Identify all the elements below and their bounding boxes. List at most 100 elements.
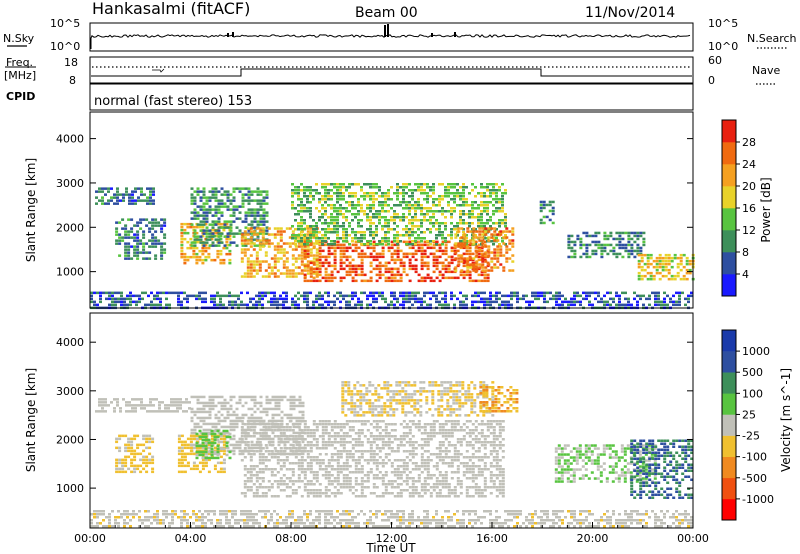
velocity-cell	[232, 428, 236, 432]
velocity-cell	[372, 426, 376, 429]
velocity-cell	[405, 435, 409, 438]
power-cell	[351, 213, 354, 216]
velocity-cell	[426, 459, 430, 462]
power-cell	[669, 300, 672, 304]
velocity-cell	[271, 416, 275, 420]
power-cell	[501, 210, 504, 213]
velocity-cell	[211, 407, 215, 411]
power-cell	[457, 227, 461, 230]
power-cell	[475, 254, 479, 257]
power-cell	[405, 297, 408, 301]
velocity-cell	[312, 429, 316, 432]
power-cell	[246, 263, 250, 266]
velocity-cell	[324, 441, 328, 444]
velocity-cell	[312, 456, 316, 459]
power-cell	[399, 186, 402, 189]
velocity-cell	[262, 407, 266, 411]
velocity-cell	[399, 444, 403, 447]
velocity-cell	[309, 465, 313, 468]
velocity-cell	[417, 420, 421, 423]
power-cell	[327, 249, 331, 253]
power-cell	[104, 187, 107, 190]
power-cell	[542, 200, 546, 204]
velocity-cell	[238, 395, 242, 399]
power-cell	[165, 303, 168, 307]
power-cell	[573, 255, 577, 259]
velocity-cell	[190, 431, 194, 435]
power-cell	[345, 210, 348, 213]
power-cell	[246, 272, 250, 275]
power-cell	[393, 294, 396, 298]
velocity-cell	[336, 483, 340, 486]
power-cell	[609, 231, 613, 235]
power-cell	[450, 186, 453, 189]
velocity-cell	[414, 462, 418, 465]
velocity-cell	[149, 401, 152, 404]
power-cell	[460, 260, 464, 263]
velocity-cell	[291, 429, 295, 432]
velocity-cell	[152, 398, 155, 401]
velocity-cell	[300, 438, 304, 441]
power-cell	[432, 183, 435, 186]
power-cell	[649, 277, 653, 281]
power-cell	[646, 262, 650, 266]
power-cell	[420, 240, 423, 243]
velocity-cell	[279, 483, 283, 486]
power-cell	[477, 216, 480, 219]
power-cell	[144, 291, 147, 295]
power-cell	[270, 291, 273, 295]
power-cell	[204, 249, 208, 253]
velocity-cell	[113, 407, 116, 410]
power-cell	[603, 249, 607, 253]
power-cell	[462, 210, 465, 213]
velocity-cell	[297, 486, 301, 489]
power-cell	[300, 272, 304, 275]
power-colorbar-swatch	[722, 230, 736, 253]
power-cell	[303, 204, 306, 207]
power-cell	[477, 192, 480, 195]
power-cell	[516, 291, 519, 295]
power-cell	[402, 294, 405, 298]
velocity-cell	[264, 495, 268, 498]
power-cell	[679, 268, 683, 272]
power-cell	[250, 223, 254, 226]
velocity-cell	[303, 438, 307, 441]
velocity-cell	[247, 395, 251, 399]
velocity-cell	[264, 432, 268, 435]
power-cell	[372, 198, 375, 201]
velocity-cell	[372, 441, 376, 444]
velocity-cell	[137, 404, 140, 407]
power-cell	[481, 269, 485, 272]
power-cell	[502, 236, 506, 239]
power-cell	[351, 195, 354, 198]
power-cell	[127, 218, 131, 221]
power-cell	[402, 228, 405, 231]
power-cell	[246, 275, 250, 278]
velocity-cell	[232, 452, 236, 456]
power-cell	[149, 196, 152, 199]
power-cell	[591, 252, 595, 256]
power-cell	[180, 231, 184, 235]
power-cell	[471, 216, 474, 219]
velocity-cell	[226, 407, 230, 411]
velocity-cell	[288, 477, 292, 480]
velocity-cell	[411, 477, 415, 480]
power-cell	[336, 195, 339, 198]
power-cell	[591, 240, 595, 244]
power-cell	[649, 253, 653, 257]
power-cell	[402, 270, 406, 274]
velocity-cell	[390, 450, 394, 453]
power-cell	[474, 279, 478, 283]
velocity-cell	[429, 474, 433, 477]
power-cell	[637, 259, 641, 263]
power-cell	[426, 213, 429, 216]
power-cell	[567, 234, 571, 238]
power-cell	[214, 205, 218, 208]
power-cell	[285, 266, 289, 269]
power-cell	[146, 202, 149, 205]
power-cell	[267, 239, 271, 242]
power-cell	[444, 264, 448, 268]
power-cell	[190, 223, 194, 226]
power-cell	[381, 294, 384, 298]
velocity-cell	[435, 483, 439, 486]
